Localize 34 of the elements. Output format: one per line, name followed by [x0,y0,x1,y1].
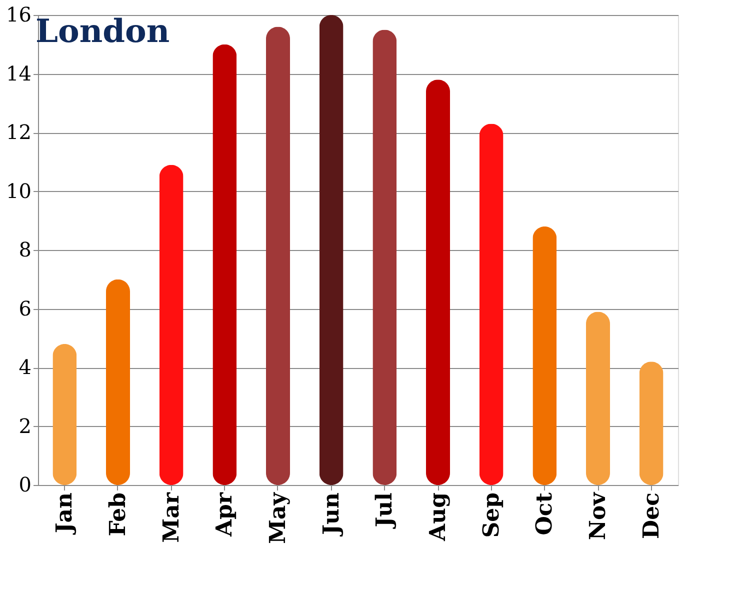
x-tick-label: Jul [372,492,398,530]
bar [372,30,397,485]
x-tick-label: Sep [478,492,504,538]
x-tick-label: Apr [212,492,238,538]
bar [212,44,237,485]
x-tick-label: Nov [585,491,611,540]
x-tick-label: Jun [318,492,344,537]
x-tick-label: Jan [52,492,78,536]
y-tick-label: 16 [6,2,32,26]
chart-title: London [36,12,170,50]
bar [106,279,130,485]
bar [639,362,664,485]
x-tick-label: Feb [105,492,131,536]
y-tick-label: 6 [18,296,32,320]
y-tick-label: 12 [6,120,32,144]
x-tick-label: Dec [638,492,664,539]
bar [586,312,610,485]
bar [426,80,450,485]
x-tick-label: May [265,491,291,544]
y-tick-label: 10 [6,178,32,203]
y-tick-label: 8 [18,238,32,262]
bar [159,164,184,485]
y-tick-label: 2 [18,414,32,438]
bar [52,344,77,485]
y-tick-label: 14 [6,61,32,86]
x-tick-label: Aug [425,492,451,542]
x-tick-label: Oct [532,492,558,536]
bar [319,15,344,485]
bar [266,26,290,485]
bar [479,124,504,485]
y-tick-label: 0 [18,472,32,496]
x-tick-label: Mar [158,492,184,543]
bar [532,226,557,485]
y-tick-label: 4 [18,355,32,379]
